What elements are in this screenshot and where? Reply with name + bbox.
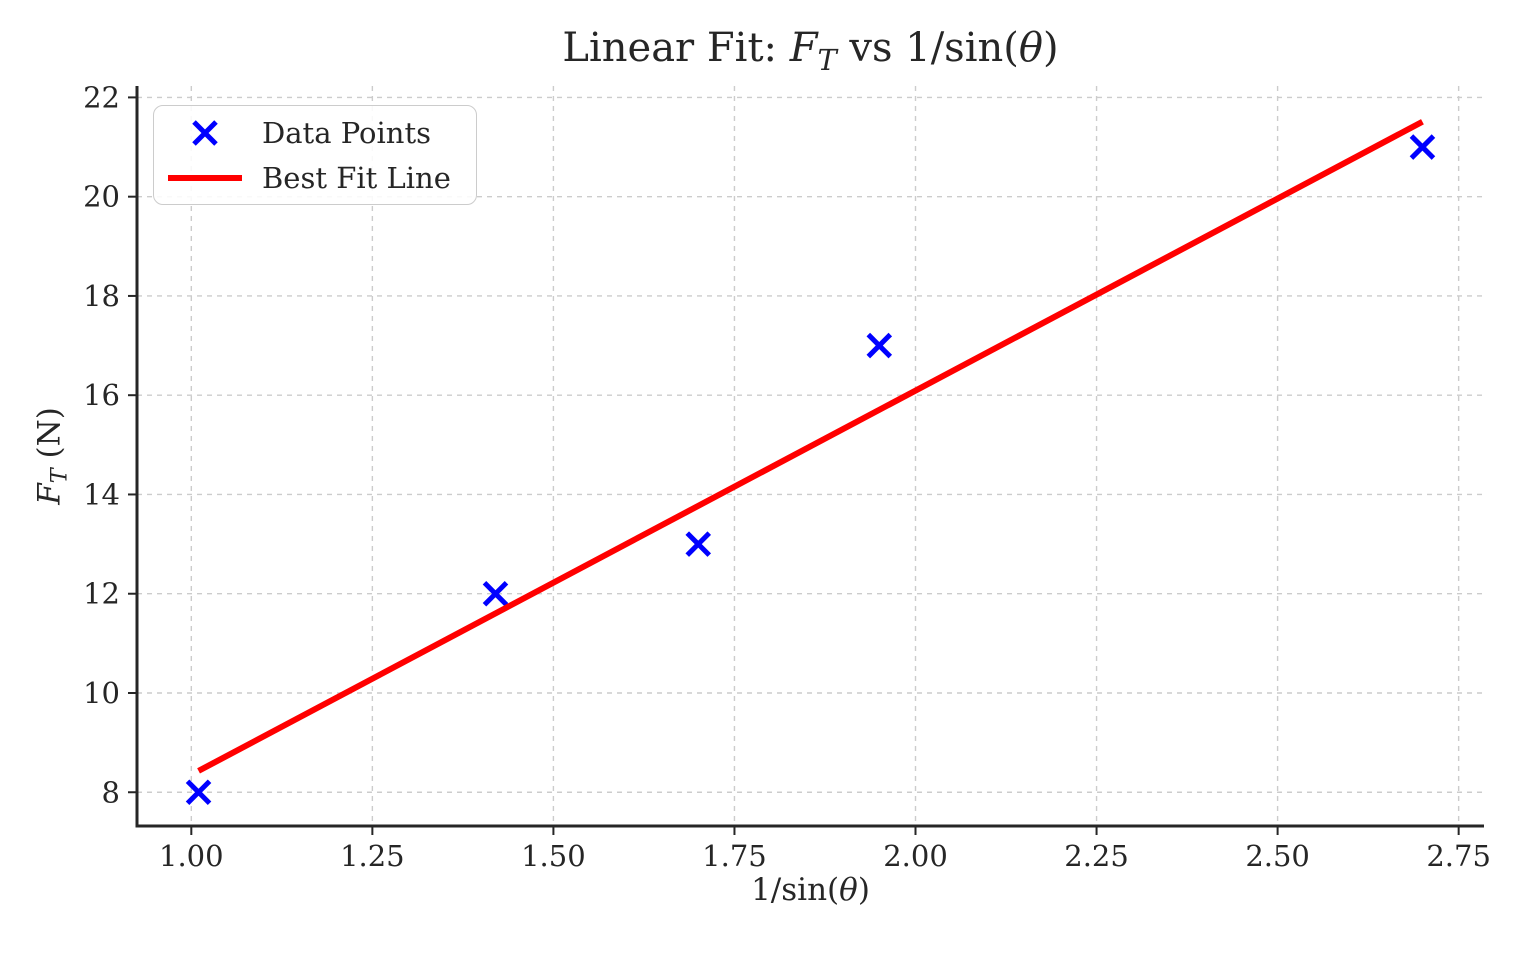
legend: Data Points Best Fit Line xyxy=(153,105,477,205)
y-axis-label: FT (N) xyxy=(31,407,72,505)
legend-label-data-points: Data Points xyxy=(262,115,431,150)
x-tick-label: 1.00 xyxy=(159,839,224,873)
y-tick-label: 12 xyxy=(83,577,120,611)
y-tick-label: 16 xyxy=(83,378,120,412)
x-tick-label: 2.50 xyxy=(1245,839,1310,873)
y-tick-label: 10 xyxy=(83,676,120,710)
x-marker-stroke xyxy=(185,779,212,806)
data-point-marker xyxy=(185,779,212,806)
data-point-marker xyxy=(1409,134,1436,160)
x-axis-label: 1/sin(θ) xyxy=(137,872,1484,908)
xlabel-close: ) xyxy=(857,872,870,908)
x-tick-label: 1.75 xyxy=(702,839,767,873)
x-tick-label: 2.25 xyxy=(1064,839,1129,873)
y-tick-label: 22 xyxy=(83,80,120,114)
x-marker-stroke xyxy=(1409,134,1436,160)
y-tick-label: 20 xyxy=(83,180,120,214)
legend-label-best-fit-line: Best Fit Line xyxy=(262,160,451,195)
y-tick-label: 18 xyxy=(83,279,120,313)
data-point-marker xyxy=(866,332,893,359)
best-fit-line xyxy=(197,119,1424,774)
line-sample-icon xyxy=(168,174,242,181)
title-f-symbol: F xyxy=(789,25,818,71)
x-tick-label: 2.75 xyxy=(1426,839,1491,873)
legend-item-data-points: Data Points xyxy=(160,111,470,155)
title-mid: vs 1/sin( xyxy=(836,25,1019,71)
y-tick-label: 8 xyxy=(102,775,120,809)
chart-title: Linear Fit: FT vs 1/sin(θ) xyxy=(137,24,1484,78)
ylabel-units: (N) xyxy=(31,407,68,469)
legend-item-best-fit-line: Best Fit Line xyxy=(160,156,470,200)
title-close: ) xyxy=(1042,25,1059,71)
x-marker-stroke xyxy=(685,531,712,557)
x-marker-stroke xyxy=(482,580,509,607)
x-marker-icon xyxy=(192,119,218,146)
title-prefix: Linear Fit: xyxy=(562,25,790,71)
title-theta-symbol: θ xyxy=(1018,25,1043,71)
x-tick-label: 1.25 xyxy=(340,839,405,873)
x-marker-stroke xyxy=(866,332,893,359)
x-tick-label: 1.50 xyxy=(521,839,586,873)
data-point-marker xyxy=(685,531,712,557)
title-f-subscript: T xyxy=(817,43,837,77)
xlabel-theta-symbol: θ xyxy=(839,872,858,908)
data-point-marker xyxy=(482,580,509,607)
x-tick-label: 2.00 xyxy=(883,839,948,873)
y-tick-label: 14 xyxy=(83,477,120,511)
xlabel-pre: 1/sin( xyxy=(751,872,840,908)
ylabel-f-symbol: F xyxy=(31,483,68,505)
ylabel-f-subscript: T xyxy=(46,468,73,484)
